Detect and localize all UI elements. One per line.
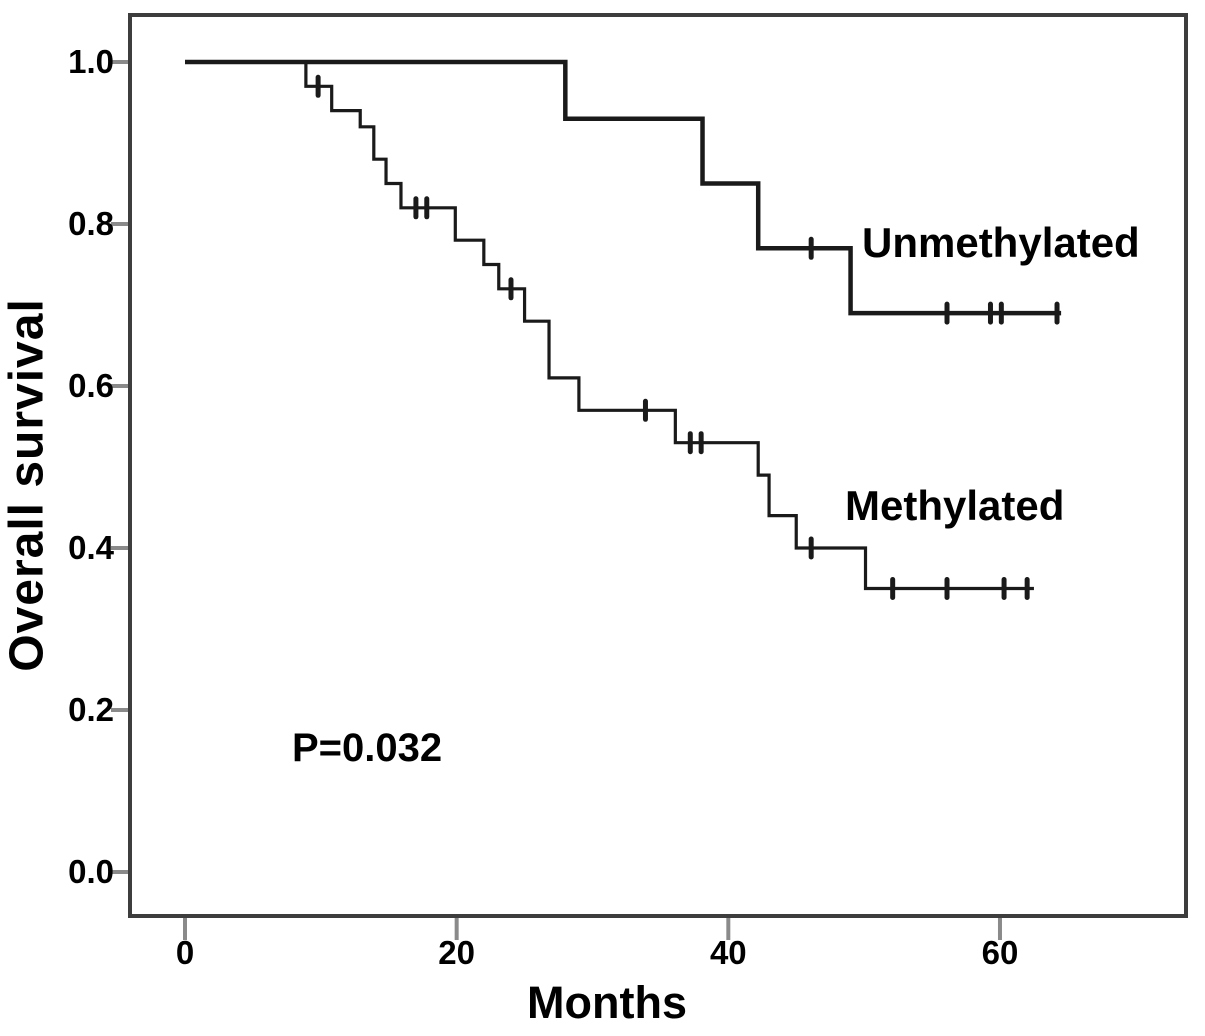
y-axis-tick-label: 0.6: [68, 367, 114, 404]
y-axis-tick-label: 0.2: [68, 691, 114, 728]
x-axis-tick-label: 0: [176, 934, 194, 971]
series-label-methylated: Methylated: [845, 482, 1065, 529]
y-axis-title: Overall survival: [0, 298, 54, 672]
y-axis-tick-label: 0.0: [68, 853, 114, 890]
y-axis-tick-label: 0.8: [68, 205, 114, 242]
series-label-unmethylated: Unmethylated: [862, 219, 1140, 266]
y-axis-tick-label: 1.0: [68, 43, 114, 80]
x-axis-title: Months: [527, 977, 687, 1028]
plot-frame: [128, 13, 1188, 918]
series-path-unmethylated: [185, 59, 1062, 316]
x-axis-tick-label: 40: [710, 934, 747, 971]
p-value-annotation: P=0.032: [292, 726, 443, 770]
series-path-methylated: [185, 60, 1034, 591]
x-axis-tick-label: 20: [438, 934, 475, 971]
y-axis-tick-label: 0.4: [68, 529, 115, 566]
x-axis-tick-label: 60: [982, 934, 1019, 971]
